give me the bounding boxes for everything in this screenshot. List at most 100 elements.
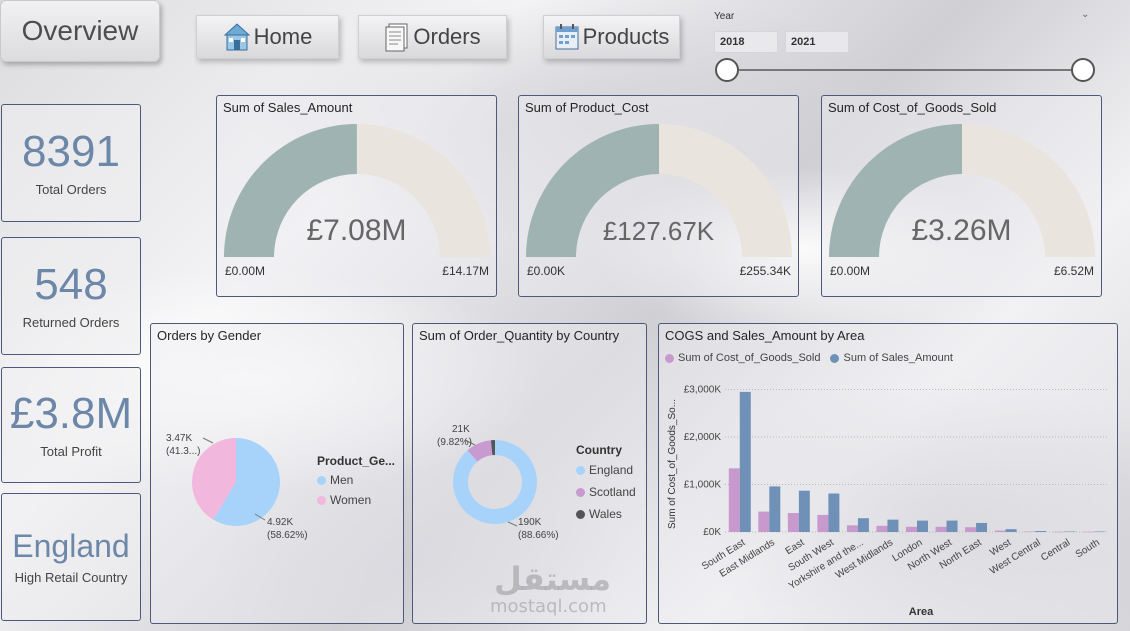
gauge-card-product-cost[interactable]: Sum of Product_Cost £127.67K £0.00K £255… — [518, 95, 799, 297]
bar-sales[interactable] — [769, 486, 781, 532]
bar-cogs[interactable] — [876, 525, 888, 532]
bar-cogs[interactable] — [787, 513, 799, 532]
chart-title: Sum of Order_Quantity by Country — [419, 328, 620, 343]
bar-cogs[interactable] — [1024, 531, 1036, 533]
cogs-sales-by-area-card[interactable]: COGS and Sales_Amount by Area Sum of Cos… — [658, 323, 1118, 624]
orders-label: Orders — [413, 24, 481, 49]
year-end-input[interactable]: 2021 — [785, 31, 849, 53]
country-donut-chart — [453, 439, 537, 527]
orders-button[interactable]: Orders — [358, 15, 507, 59]
gauge-max-label: £255.34K — [739, 264, 791, 278]
pie-slice-women — [191, 438, 236, 520]
bar-cogs[interactable] — [846, 525, 858, 532]
legend-dot — [665, 353, 674, 363]
legend-dot — [317, 495, 326, 505]
products-label: Products — [582, 24, 670, 49]
legend-item-women[interactable]: Women — [317, 493, 395, 507]
bar-cogs[interactable] — [817, 514, 829, 532]
y-tick-label: £0K — [703, 527, 721, 538]
chart-title: Orders by Gender — [157, 328, 262, 343]
overview-label: Overview — [21, 15, 139, 46]
legend-title: Product_Ge... — [317, 454, 396, 468]
year-slider-end-handle[interactable] — [1071, 58, 1095, 82]
country-legend: Country England Scotland Wales — [576, 443, 636, 521]
bar-cogs[interactable] — [758, 511, 770, 532]
legend-dot — [576, 465, 585, 475]
order-quantity-by-country-card[interactable]: Sum of Order_Quantity by Country 21K (9.… — [412, 323, 647, 624]
gauge-max-label: £6.52M — [1053, 264, 1094, 278]
leader-line — [202, 437, 214, 444]
gauge-value: £127.67K — [602, 216, 715, 246]
bar-sales[interactable] — [1005, 529, 1017, 532]
bar-sales[interactable] — [798, 490, 810, 532]
chevron-down-icon[interactable]: ⌄ — [1081, 9, 1090, 20]
year-start-input[interactable]: 2018 — [714, 31, 778, 53]
area-legend: Sum of Cost_of_Goods_Sold Sum of Sales_A… — [665, 352, 953, 364]
scotland-data-label: 21K (9.82%) — [437, 424, 473, 448]
gauge-value-arc — [526, 124, 659, 257]
kpi-card-high-retail-country: England High Retail Country — [1, 493, 141, 621]
gauge-min-label: £0.00M — [830, 264, 871, 278]
women-data-label: 3.47K (41.3...) — [166, 433, 201, 457]
bar-sales[interactable] — [1035, 531, 1047, 532]
y-tick-label: £2,000K — [684, 432, 722, 443]
kpi-label: Total Orders — [35, 181, 107, 197]
bar-sales[interactable] — [946, 520, 958, 532]
gauge-chart — [526, 124, 792, 257]
gauge-min-label: £0.00M — [225, 264, 266, 278]
leader-line — [464, 439, 476, 446]
year-slider-track[interactable] — [727, 69, 1083, 71]
bar-cogs[interactable] — [1053, 531, 1065, 533]
gauge-card-sales-amount[interactable]: Sum of Sales_Amount £7.08M £0.00M £14.17… — [216, 95, 497, 297]
products-button[interactable]: Products — [543, 15, 680, 59]
x-tick-label: South — [1074, 537, 1102, 560]
bar-sales[interactable] — [1064, 531, 1076, 533]
leader-line — [254, 513, 266, 521]
legend-item-wales[interactable]: Wales — [576, 507, 636, 521]
watermark-latin: mostaql.com — [490, 596, 607, 617]
gauge-value-arc — [829, 124, 962, 257]
legend-item-sales[interactable]: Sum of Sales_Amount — [830, 352, 953, 364]
leader-line — [507, 521, 518, 527]
home-icon — [223, 22, 251, 52]
legend-dot — [576, 509, 585, 519]
bar-sales[interactable] — [739, 391, 751, 532]
donut-slice-wales — [490, 440, 495, 456]
bar-sales[interactable] — [857, 518, 869, 532]
year-slider-start-handle[interactable] — [715, 58, 739, 82]
kpi-value: 8391 — [22, 126, 120, 176]
legend-item-england[interactable]: England — [576, 463, 636, 477]
gauge-title: Sum of Product_Cost — [525, 100, 649, 115]
bar-cogs[interactable] — [935, 526, 947, 532]
bar-cogs[interactable] — [728, 468, 740, 532]
legend-item-cogs[interactable]: Sum of Cost_of_Goods_Sold — [665, 352, 820, 364]
bar-sales[interactable] — [1094, 531, 1106, 533]
gauge-card-cogs[interactable]: Sum of Cost_of_Goods_Sold £3.26M £0.00M … — [821, 95, 1102, 297]
legend-title: Country — [576, 443, 622, 457]
overview-button[interactable]: Overview — [0, 0, 160, 62]
y-tick-label: £3,000K — [684, 385, 722, 396]
gauge-max-label: £14.17M — [442, 264, 489, 278]
bar-sales[interactable] — [976, 522, 988, 532]
kpi-label: Returned Orders — [22, 314, 120, 330]
bar-cogs[interactable] — [994, 530, 1006, 532]
x-axis-title: Area — [909, 606, 934, 618]
bar-sales[interactable] — [887, 519, 899, 532]
bar-cogs[interactable] — [906, 526, 917, 532]
gauge-value: £3.26M — [911, 214, 1012, 247]
legend-item-scotland[interactable]: Scotland — [576, 485, 636, 499]
home-button[interactable]: Home — [196, 15, 339, 59]
area-bar-chart: £0K£1,000K£2,000K£3,000K South EastEast … — [667, 385, 1109, 618]
chart-title: COGS and Sales_Amount by Area — [665, 328, 865, 343]
gender-legend: Product_Ge... Men Women — [317, 454, 395, 507]
bar-cogs[interactable] — [1083, 531, 1095, 533]
gauge-chart — [224, 124, 490, 257]
year-slicer-title: Year — [714, 11, 735, 22]
products-icon — [554, 23, 580, 51]
gauge-chart — [829, 124, 1095, 257]
legend-item-men[interactable]: Men — [317, 473, 395, 487]
bar-cogs[interactable] — [965, 527, 977, 532]
orders-by-gender-card[interactable]: Orders by Gender 3.47K (41.3...) 4.92K (… — [150, 323, 404, 624]
bar-sales[interactable] — [828, 493, 840, 532]
bar-sales[interactable] — [917, 520, 928, 532]
